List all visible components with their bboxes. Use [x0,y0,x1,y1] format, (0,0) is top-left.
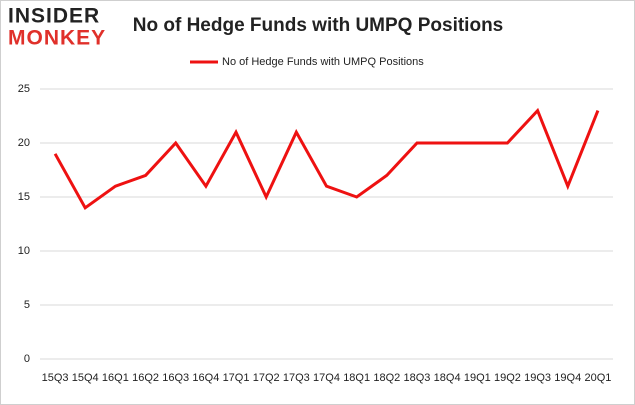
chart-title: No of Hedge Funds with UMPQ Positions [133,15,504,36]
x-tick-label: 19Q4 [554,372,581,384]
x-tick-label: 19Q1 [464,372,491,384]
x-tick-label: 19Q3 [524,372,551,384]
x-tick-label: 20Q1 [584,372,611,384]
x-tick-label: 16Q4 [192,372,219,384]
x-tick-label: 17Q2 [253,372,280,384]
x-tick-label: 16Q3 [162,372,189,384]
y-tick-label: 20 [18,137,30,149]
x-tick-label: 15Q4 [72,372,99,384]
series-line [53,107,600,210]
x-tick-label: 18Q1 [343,372,370,384]
x-tick-label: 19Q2 [494,372,521,384]
y-tick-label: 15 [18,191,30,203]
x-tick-label: 16Q1 [102,372,129,384]
y-tick-label: 0 [24,353,30,365]
x-tick-label: 18Q4 [434,372,461,384]
x-tick-label: 17Q1 [223,372,250,384]
x-tick-label: 18Q2 [373,372,400,384]
x-tick-label: 18Q3 [404,372,431,384]
y-tick-label: 25 [18,83,30,95]
logo-line2: MONKEY [8,27,106,50]
legend-label: No of Hedge Funds with UMPQ Positions [222,56,424,68]
y-tick-label: 5 [24,299,30,311]
x-tick-label: 15Q3 [42,372,69,384]
x-tick-label: 16Q2 [132,372,159,384]
y-tick-label: 10 [18,245,30,257]
x-tick-label: 17Q4 [313,372,340,384]
x-tick-label: 17Q3 [283,372,310,384]
logo-line1: INSIDER [8,5,100,28]
